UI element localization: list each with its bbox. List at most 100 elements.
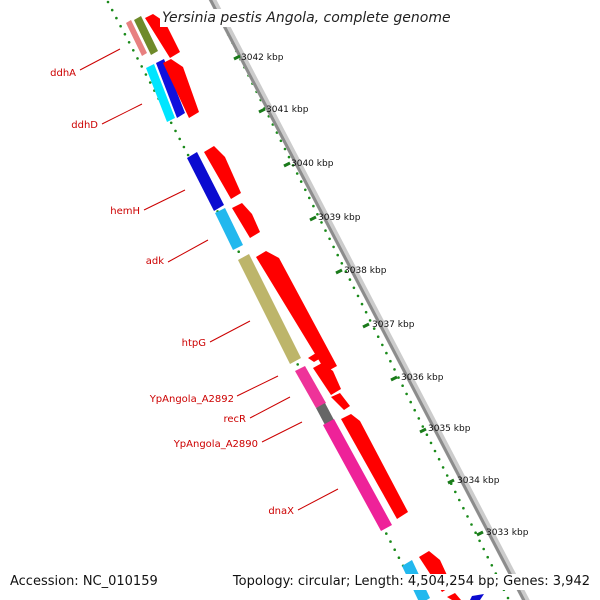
gene-block <box>146 64 175 122</box>
scale-dot <box>454 490 457 494</box>
gene-label-dnaX: dnaX <box>268 506 294 517</box>
scale-dot <box>389 540 392 543</box>
gene-block <box>187 152 224 211</box>
scale-tick-label: 3037 kbp <box>372 320 415 330</box>
scale-dot <box>385 351 388 355</box>
cds-arrow <box>204 146 241 199</box>
scale-dot <box>320 221 323 224</box>
scale-dot <box>110 8 114 12</box>
scale-dot <box>352 286 356 290</box>
scale-dot <box>425 433 429 437</box>
gene-label-ddhD: ddhD <box>71 120 98 131</box>
scale-dot <box>458 498 461 502</box>
scale-tick <box>283 161 291 168</box>
scale-dot <box>106 0 110 4</box>
scale-dot <box>344 270 348 273</box>
scale-dot <box>360 302 364 306</box>
cds-arrow <box>256 251 337 372</box>
scale-tick <box>447 478 455 485</box>
scale-dot <box>296 363 300 366</box>
cds-arrow <box>308 353 321 362</box>
gene-block <box>134 16 158 55</box>
leader-line <box>79 48 121 71</box>
scale-tick-label: 3041 kbp <box>266 105 309 115</box>
scale-dot <box>119 24 122 28</box>
scale-tick <box>233 54 241 61</box>
scale-dot <box>186 153 190 157</box>
genome-title: Yersinia pestis Angola, complete genome <box>160 9 453 27</box>
scale-dot <box>291 164 295 167</box>
scale-dot <box>368 319 372 322</box>
leader-line <box>249 396 291 419</box>
cds-arrow <box>163 59 199 118</box>
scale-dot <box>148 81 152 84</box>
cds-arrow <box>232 203 260 238</box>
scale-dot <box>393 548 397 551</box>
scale-dot <box>474 531 477 534</box>
scale-dot <box>283 147 287 151</box>
reverse-strand-genes <box>126 16 430 600</box>
gene-label-YpAngola_A2890: YpAngola_A2890 <box>173 439 258 450</box>
scale-dot <box>169 121 173 125</box>
genome-backbone-line <box>208 0 526 600</box>
scale-dot <box>397 376 400 379</box>
scale-dot <box>132 49 135 52</box>
scale-dot <box>144 73 148 76</box>
scale-tick <box>258 107 266 114</box>
scale-dot <box>237 250 240 253</box>
scale-dot <box>433 449 437 453</box>
scale-dot <box>304 188 307 192</box>
scale-dot <box>429 441 433 445</box>
accession-text: Accession: NC_010159 <box>10 574 158 590</box>
scale-tick <box>390 375 398 382</box>
scale-dot <box>437 457 441 461</box>
gene-label-leaders <box>79 48 339 511</box>
scale-dot <box>376 335 380 339</box>
scale-dot <box>389 359 392 363</box>
scale-dot <box>409 400 413 404</box>
gene-block <box>156 59 185 118</box>
scale-dot <box>381 343 384 347</box>
leader-line <box>236 375 279 397</box>
scale-dot <box>340 262 344 265</box>
scale-dot <box>324 229 327 232</box>
cds-arrow <box>145 14 180 58</box>
scale-dot <box>506 596 510 600</box>
scale-ticks <box>233 54 484 537</box>
scale-dot <box>466 515 469 518</box>
scale-dot <box>364 310 368 314</box>
forward-strand-cds <box>145 14 484 600</box>
topology-value: Topology: circular; Length: 4,504,254 bp… <box>232 574 590 589</box>
gene-block <box>126 20 147 56</box>
scale-dot <box>385 532 388 535</box>
scale-tick-label: 3040 kbp <box>291 159 334 169</box>
topology-text: Topology: circular; Length: 4,504,254 bp… <box>232 574 590 590</box>
scale-dot <box>127 41 131 44</box>
scale-dot <box>490 564 494 567</box>
scale-dot <box>140 65 143 68</box>
gene-label-YpAngola_A2892: YpAngola_A2892 <box>149 394 234 405</box>
cds-arrow <box>447 593 461 600</box>
leader-line <box>261 421 303 443</box>
scale-tick-label: 3039 kbp <box>318 213 361 223</box>
scale-tick <box>419 427 427 434</box>
scale-dot <box>413 408 417 412</box>
gene-block <box>238 254 301 364</box>
gene-block <box>215 208 243 250</box>
scale-dot <box>178 137 181 141</box>
gene-label-hemH: hemH <box>110 206 140 217</box>
scale-dot <box>372 327 376 330</box>
scale-dot <box>182 145 186 149</box>
cds-arrow <box>470 594 484 600</box>
scale-tick-label: 3038 kbp <box>344 266 387 276</box>
scale-dot <box>316 213 319 216</box>
scale-dot <box>287 155 291 159</box>
scale-dot <box>401 384 404 388</box>
leader-line <box>101 103 143 125</box>
scale-dot <box>332 245 335 249</box>
scale-dot <box>397 556 401 559</box>
scale-dot <box>445 474 449 477</box>
scale-dot <box>299 180 303 183</box>
